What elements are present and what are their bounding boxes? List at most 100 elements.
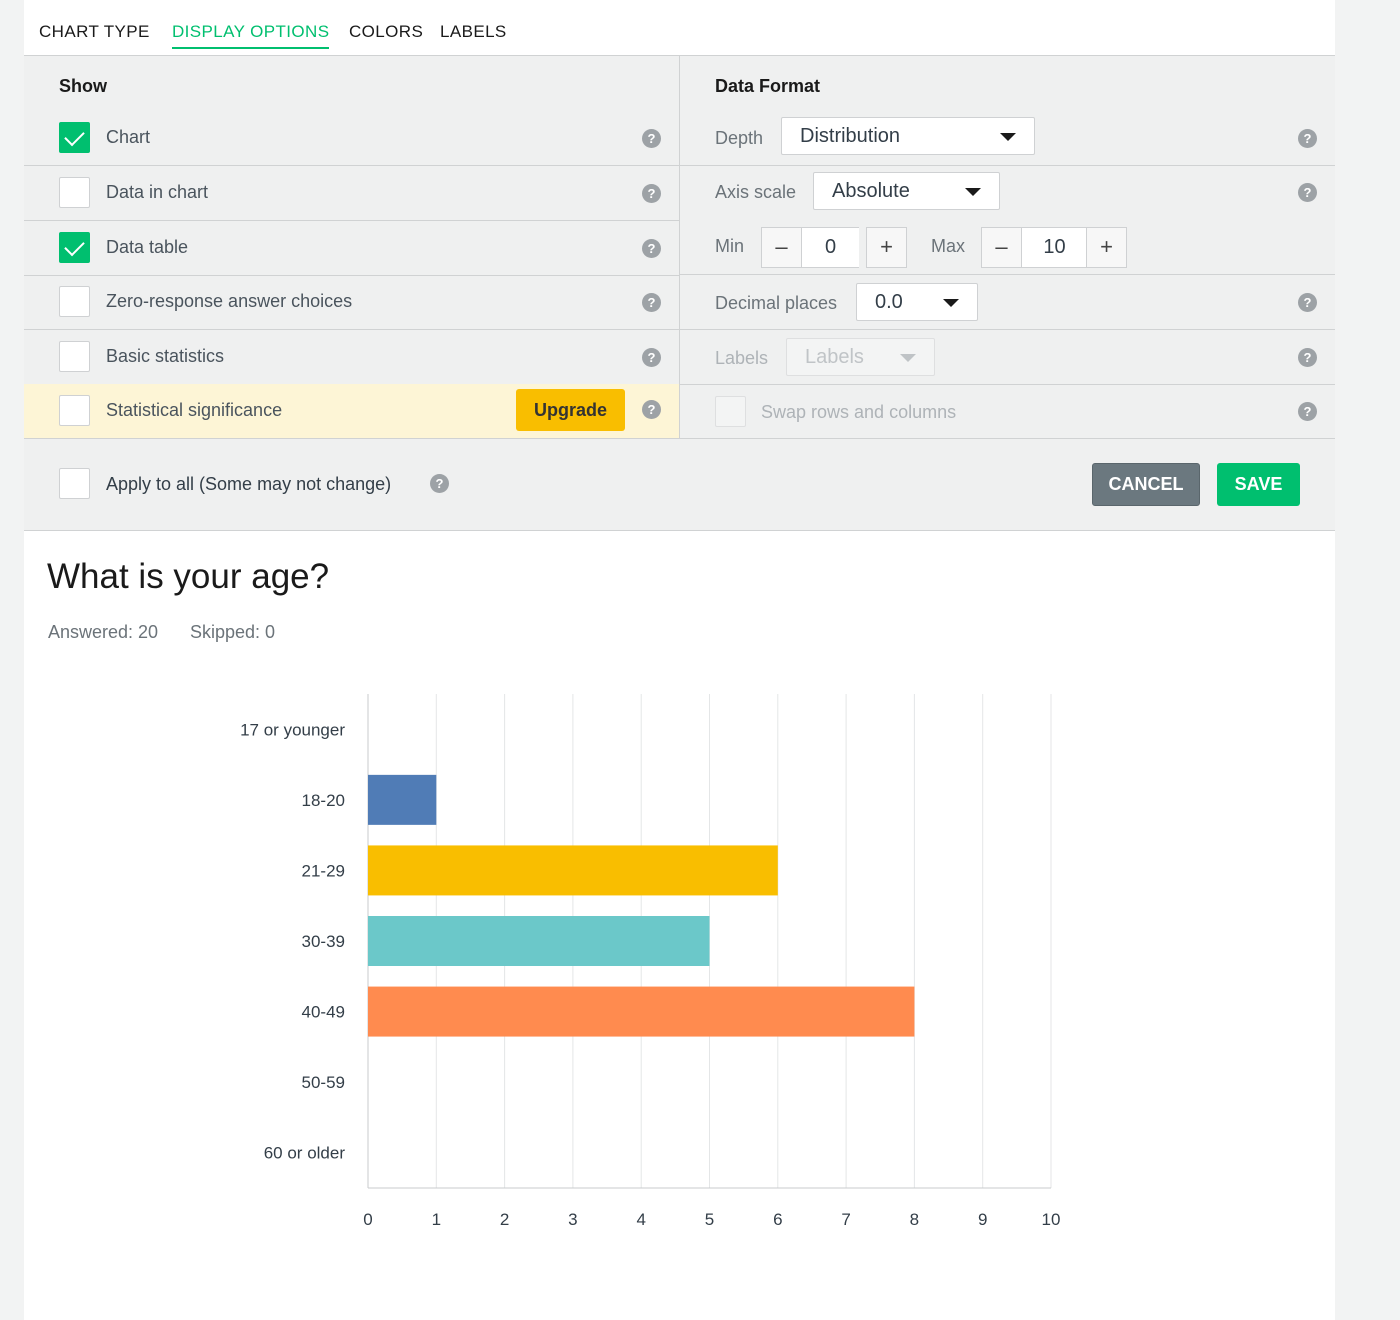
option-row-data-in-chart: Data in chart ? [24, 166, 679, 221]
tab-labels[interactable]: LABELS [440, 22, 507, 41]
bar [368, 986, 915, 1037]
data-in-chart-label: Data in chart [106, 182, 209, 202]
decimal-places-select-value: 0.0 [875, 291, 903, 313]
column-divider [679, 56, 680, 439]
bar [368, 916, 710, 966]
x-tick-label: 1 [432, 1210, 441, 1229]
format-row-depth: Depth Distribution ? [680, 111, 1335, 166]
bar [368, 845, 778, 896]
decimal-places-label: Decimal places [715, 293, 838, 313]
answered-count: Answered: 20 [48, 622, 159, 642]
help-icon[interactable]: ? [430, 474, 449, 493]
tab-colors[interactable]: COLORS [349, 22, 424, 41]
help-icon[interactable]: ? [642, 400, 661, 419]
basic-statistics-label: Basic statistics [106, 346, 225, 366]
swap-rows-checkbox[interactable] [715, 396, 746, 427]
format-row-labels: Labels Labels ? [680, 330, 1335, 385]
labels-label: Labels [715, 348, 769, 368]
caret-down-icon [943, 299, 959, 307]
format-row-swap: Swap rows and columns ? [680, 384, 1335, 439]
x-tick-label: 8 [910, 1210, 919, 1229]
apply-to-all-label: Apply to all (Some may not change) [106, 474, 392, 494]
category-label: 21-29 [302, 861, 345, 880]
statistical-significance-checkbox[interactable] [59, 395, 90, 426]
axis-scale-select-value: Absolute [832, 180, 910, 202]
category-label: 18-20 [302, 791, 345, 810]
help-icon[interactable]: ? [642, 293, 661, 312]
help-icon[interactable]: ? [1298, 402, 1317, 421]
cancel-button[interactable]: CANCEL [1092, 463, 1200, 506]
min-decrement-button[interactable]: – [761, 227, 802, 268]
help-icon[interactable]: ? [642, 239, 661, 258]
tab-display-options[interactable]: DISPLAY OPTIONS [172, 22, 330, 49]
option-row-chart: Chart ? [24, 111, 679, 166]
caret-down-icon [900, 354, 916, 362]
axis-scale-select[interactable]: Absolute [813, 172, 1000, 210]
help-icon[interactable]: ? [642, 348, 661, 367]
axis-scale-label: Axis scale [715, 182, 797, 202]
data-format-section-title: Data Format [715, 76, 821, 96]
max-label: Max [931, 236, 966, 256]
category-label: 40-49 [302, 1003, 345, 1022]
display-options-panel: Show Data Format Chart ? Data in chart ?… [24, 56, 1335, 531]
depth-select-value: Distribution [800, 125, 901, 147]
zero-response-label: Zero-response answer choices [106, 291, 353, 311]
x-tick-label: 7 [841, 1210, 850, 1229]
zero-response-checkbox[interactable] [59, 286, 90, 317]
decimal-places-select[interactable]: 0.0 [856, 283, 978, 321]
help-icon[interactable]: ? [1298, 348, 1317, 367]
help-icon[interactable]: ? [1298, 183, 1317, 202]
tab-chart-type[interactable]: CHART TYPE [39, 22, 150, 41]
min-label: Min [715, 236, 745, 256]
help-icon[interactable]: ? [642, 184, 661, 203]
skipped-count: Skipped: 0 [190, 622, 276, 642]
x-tick-label: 6 [773, 1210, 782, 1229]
category-label: 60 or older [264, 1144, 346, 1163]
x-tick-label: 5 [705, 1210, 714, 1229]
caret-down-icon [965, 188, 981, 196]
depth-label: Depth [715, 128, 764, 148]
max-increment-button[interactable]: + [1086, 227, 1127, 268]
bar [368, 774, 437, 825]
question-title: What is your age? [47, 557, 330, 596]
labels-select[interactable]: Labels [786, 338, 935, 376]
help-icon[interactable]: ? [1298, 129, 1317, 148]
max-decrement-button[interactable]: – [981, 227, 1022, 268]
category-label: 50-59 [302, 1073, 345, 1092]
x-tick-label: 2 [500, 1210, 509, 1229]
max-input[interactable]: 10 [1022, 227, 1087, 268]
x-tick-label: 4 [636, 1210, 645, 1229]
basic-statistics-checkbox[interactable] [59, 341, 90, 372]
chart-checkbox[interactable] [59, 122, 90, 153]
depth-select[interactable]: Distribution [781, 117, 1035, 155]
x-tick-label: 0 [363, 1210, 372, 1229]
option-row-statistical-significance: Statistical significance Upgrade ? [24, 384, 679, 439]
category-label: 17 or younger [240, 720, 345, 739]
x-tick-label: 10 [1042, 1210, 1061, 1229]
data-in-chart-checkbox[interactable] [59, 177, 90, 208]
analyze-panel: CHART TYPE DISPLAY OPTIONS COLORS LABELS… [24, 0, 1335, 1320]
save-button[interactable]: SAVE [1217, 463, 1300, 506]
apply-to-all-checkbox[interactable] [59, 468, 90, 499]
tab-bar: CHART TYPE DISPLAY OPTIONS COLORS LABELS [24, 0, 1335, 56]
format-row-axis-scale: Axis scale Absolute ? Min – 0 + Max – 10… [680, 166, 1335, 275]
x-tick-label: 3 [568, 1210, 577, 1229]
x-tick-label: 9 [978, 1210, 987, 1229]
min-increment-button[interactable]: + [866, 227, 907, 268]
option-row-data-table: Data table ? [24, 221, 679, 276]
caret-down-icon [1000, 133, 1016, 141]
statistical-significance-label: Statistical significance [106, 400, 283, 420]
option-row-zero-response: Zero-response answer choices ? [24, 275, 679, 330]
help-icon[interactable]: ? [1298, 293, 1317, 312]
upgrade-button[interactable]: Upgrade [516, 389, 625, 431]
category-label: 30-39 [302, 932, 345, 951]
option-row-basic-statistics: Basic statistics ? [24, 330, 679, 385]
age-bar-chart: 0 1 2 3 4 5 6 7 8 9 10 17 or younger 18-20 21-29 30-39… [240, 694, 1061, 1229]
format-row-decimal-places: Decimal places 0.0 ? [680, 275, 1335, 330]
chart-label: Chart [106, 127, 151, 147]
min-input[interactable]: 0 [802, 227, 859, 268]
help-icon[interactable]: ? [642, 129, 661, 148]
swap-rows-label: Swap rows and columns [761, 402, 957, 422]
labels-select-value: Labels [805, 346, 864, 368]
data-table-checkbox[interactable] [59, 232, 90, 263]
